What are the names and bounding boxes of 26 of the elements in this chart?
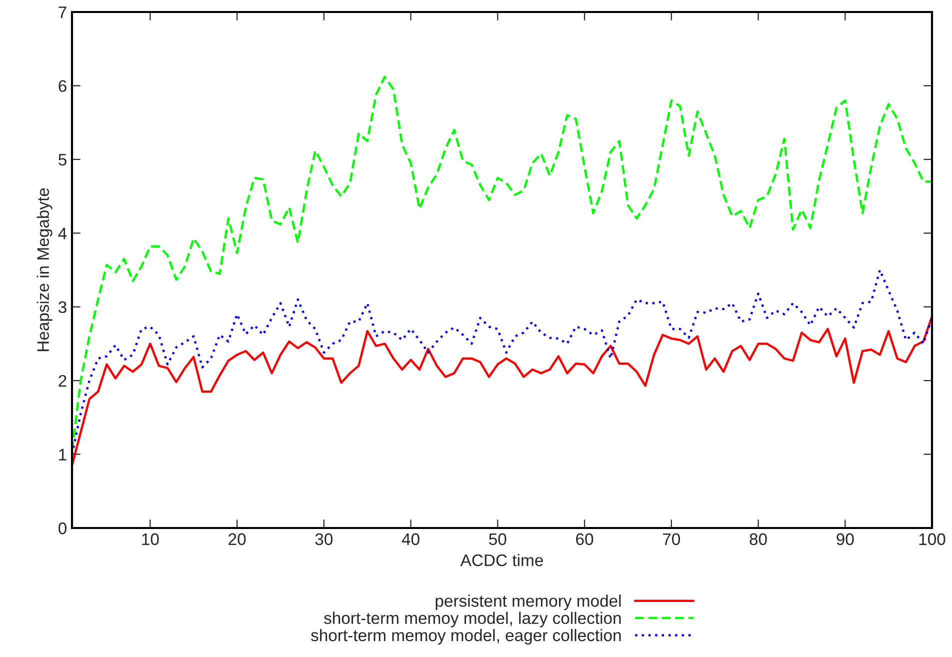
x-tick-label: 60 — [576, 533, 594, 546]
y-tick-label: 3 — [58, 301, 66, 314]
x-tick-label: 10 — [142, 533, 159, 546]
x-tick-label: 100 — [919, 533, 946, 546]
line-series — [72, 76, 932, 452]
line-series — [72, 268, 932, 456]
x-tick-label: 90 — [836, 533, 854, 546]
legend-label: short-term memoy model, lazy collection — [324, 612, 621, 628]
x-axis-title: ACDC time — [460, 554, 543, 566]
x-tick-label: 80 — [750, 533, 767, 546]
legend-label: short-term memoy model, eager collection — [311, 629, 621, 645]
y-tick-label: 5 — [58, 154, 66, 166]
x-tick-label: 70 — [662, 533, 680, 546]
y-tick-label: 6 — [58, 80, 66, 92]
x-tick-label: 40 — [402, 533, 420, 546]
y-tick-label: 0 — [58, 522, 66, 534]
x-tick-label: 20 — [228, 533, 246, 546]
x-tick-label: 50 — [489, 533, 506, 546]
y-tick-label: 4 — [58, 228, 67, 240]
legend-label: persistent memory model — [436, 594, 621, 610]
y-axis-title: Heapsize in Megabyte — [36, 188, 52, 352]
line-series — [72, 315, 932, 466]
x-tick-label: 30 — [315, 533, 333, 546]
y-tick-label: 1 — [59, 448, 66, 460]
y-tick-label: 2 — [58, 374, 66, 387]
y-tick-label: 7 — [58, 6, 66, 18]
